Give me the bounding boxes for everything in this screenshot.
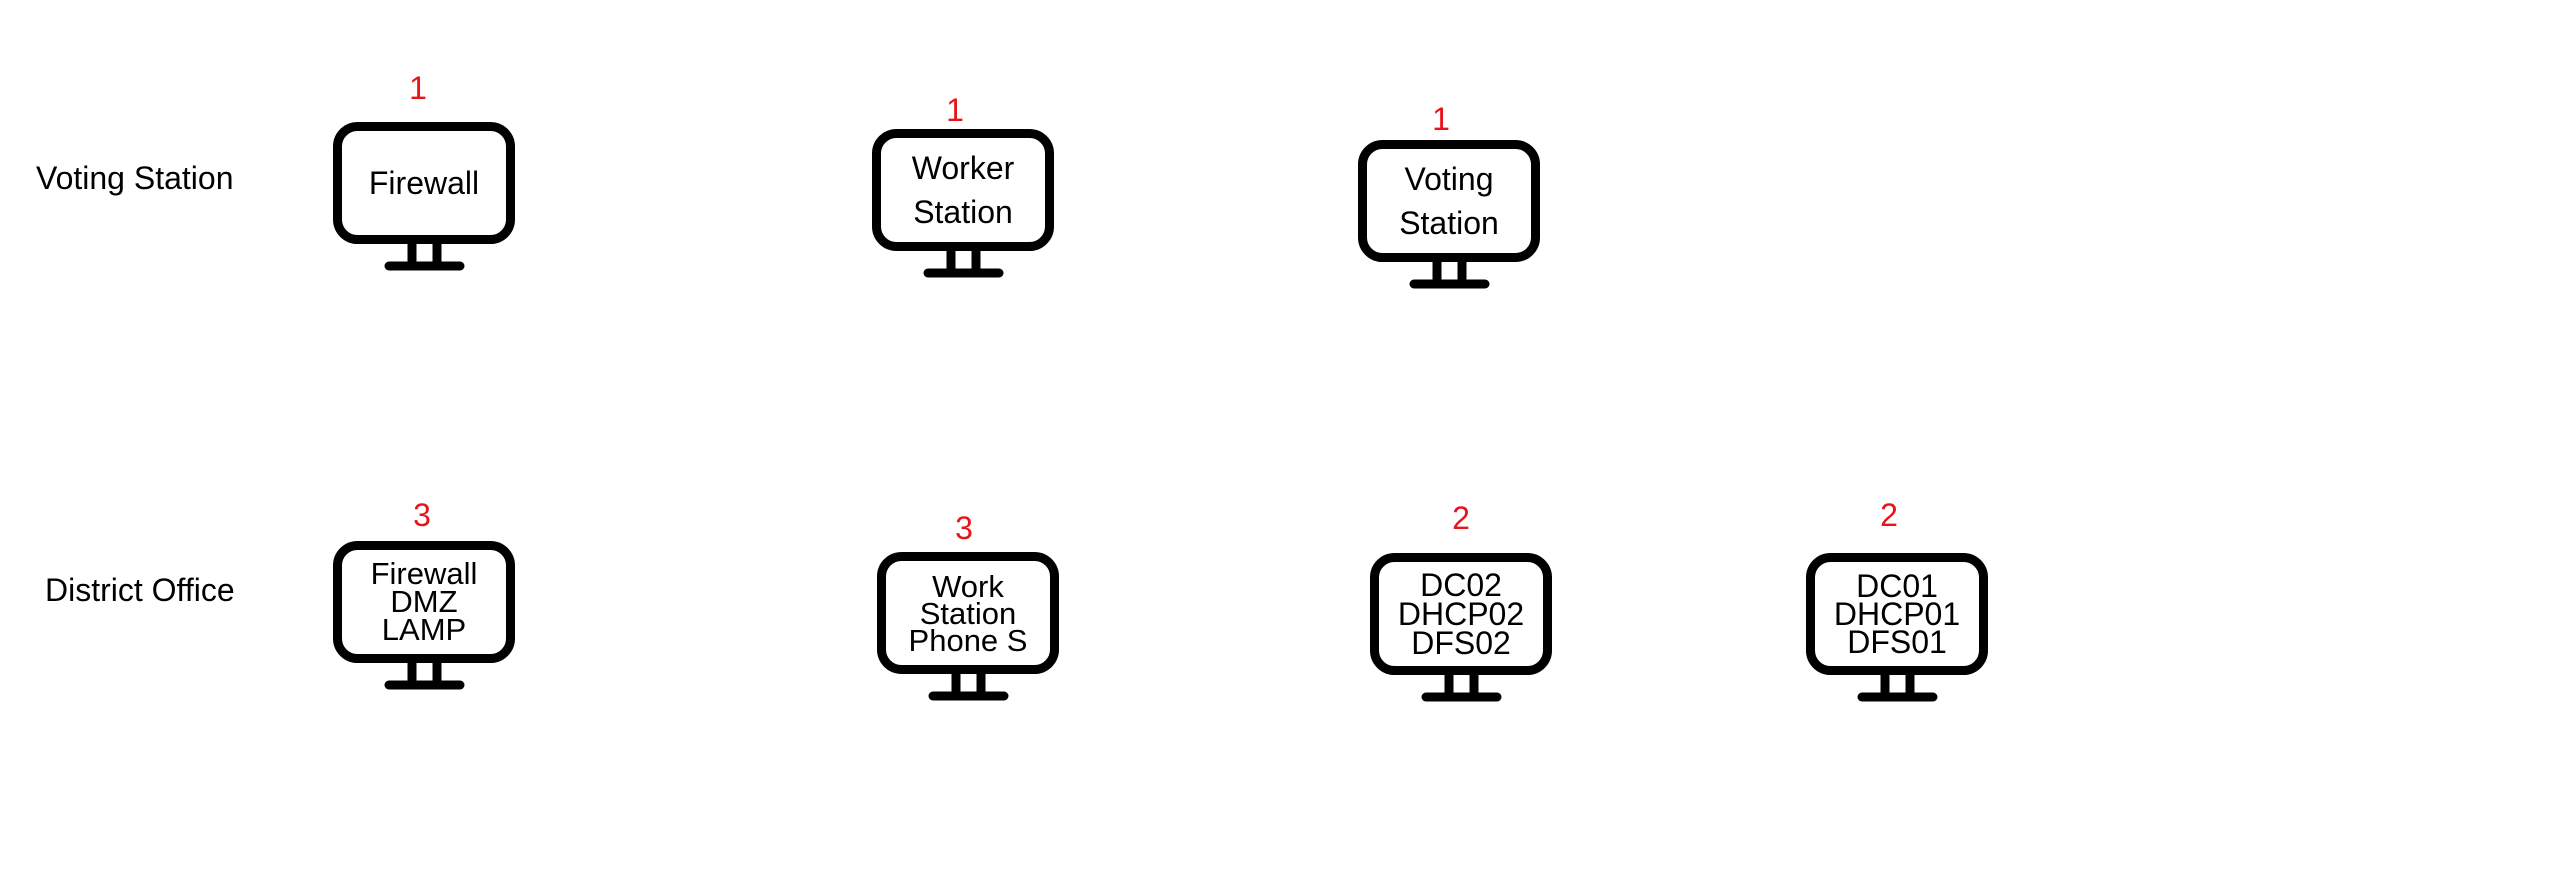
device-line: DHCP01	[1833, 596, 1961, 632]
count-label-do-dc02: 2	[1452, 500, 1470, 536]
device-line: DC02	[1420, 566, 1502, 603]
monitor-screen-text: Firewall DMZ LAMP	[334, 542, 514, 662]
device-line: Worker	[911, 150, 1015, 186]
monitor-icon	[877, 552, 1059, 701]
device-line: Phone S	[908, 622, 1028, 658]
device-line: Voting	[1404, 161, 1494, 197]
row-label-voting-station: Voting Station	[36, 160, 234, 196]
monitor-screen-text: Work Station Phone S	[878, 553, 1058, 673]
monitor-icon	[333, 122, 515, 271]
monitor-screen-text: Firewall	[334, 123, 514, 243]
monitor-screen-text: DC01 DHCP01 DFS01	[1807, 554, 1987, 674]
monitor-icon	[1806, 553, 1988, 702]
count-label-vs-worker-station: 1	[946, 92, 964, 128]
device-line: DFS01	[1847, 624, 1947, 660]
monitor-screen-text: DC02 DHCP02 DFS02	[1371, 554, 1551, 674]
monitor-icon	[1370, 553, 1552, 702]
device-line: Firewall	[368, 165, 480, 201]
device-line: DFS02	[1411, 624, 1511, 661]
monitor-screen-text: Worker Station	[873, 130, 1053, 250]
device-line: Firewall	[370, 556, 478, 591]
count-label-do-workstation: 3	[955, 510, 973, 546]
row-label-district-office: District Office	[45, 572, 235, 608]
count-label-do-dc01: 2	[1880, 497, 1898, 533]
count-label-vs-voting-station: 1	[1432, 101, 1450, 137]
monitor-icon	[1358, 140, 1540, 289]
device-line: DC01	[1856, 568, 1938, 604]
device-line: Station	[1399, 205, 1499, 241]
device-line: Station	[919, 595, 1017, 631]
monitor-screen-text: Voting Station	[1359, 141, 1539, 261]
monitor-icon	[333, 541, 515, 690]
count-label-vs-firewall: 1	[409, 70, 427, 106]
device-line: Work	[932, 568, 1004, 604]
device-line: DHCP02	[1397, 595, 1525, 632]
device-line: LAMP	[381, 612, 467, 647]
device-line: Station	[913, 194, 1013, 230]
count-label-do-firewall: 3	[413, 497, 431, 533]
monitor-icon	[872, 129, 1054, 278]
device-line: DMZ	[390, 584, 458, 619]
